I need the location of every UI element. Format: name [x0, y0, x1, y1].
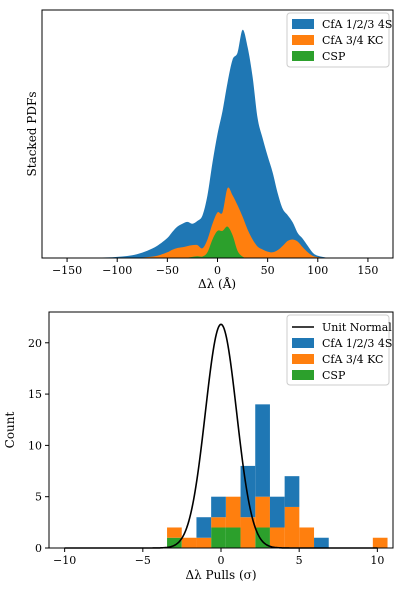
histogram-bar-cfa-3-4-kc — [299, 527, 315, 548]
bottom-legend: Unit Normal CfA 1/2/3 4S CfA 3/4 KC CSP — [286, 314, 392, 386]
top-legend-label-cfa4s: CfA 1/2/3 4S — [322, 18, 392, 31]
bottom-y-tick-label: 10 — [28, 439, 42, 452]
histogram-bar-cfa-3-4-kc — [211, 517, 226, 528]
histogram-bar-cfa-3-4-kc — [372, 537, 388, 548]
bottom-legend-label-cfa-kc: CfA 3/4 KC — [322, 353, 383, 366]
bottom-y-tick-label: 20 — [28, 337, 42, 350]
bottom-y-tick-label: 5 — [35, 491, 42, 504]
bottom-x-tick-label: 10 — [370, 554, 384, 567]
pulls-histogram-panel: −10 −5 0 5 10 0 5 10 15 20 Δλ Pulls (σ) Count Un… — [3, 311, 394, 582]
histogram-bar-cfa-3-4-kc — [196, 537, 212, 548]
bottom-legend-label-cfa4s: CfA 1/2/3 4S — [322, 337, 392, 350]
top-legend-swatch-cfa-kc — [292, 35, 314, 45]
top-x-tick-label: 100 — [307, 264, 328, 277]
histogram-bar-csp — [225, 527, 241, 548]
top-x-tick-label: −150 — [52, 264, 82, 277]
histogram-bar-layer — [167, 404, 388, 548]
top-legend-label-csp: CSP — [322, 50, 346, 63]
histogram-bar-cfa-1-2-3-4s — [211, 496, 226, 518]
bottom-legend-label-unit-normal: Unit Normal — [322, 321, 392, 334]
histogram-bar-cfa-1-2-3-4s — [269, 496, 285, 528]
pdf-area-cfa-1-2-3-4s — [67, 29, 368, 259]
histogram-bar-cfa-3-4-kc — [181, 537, 197, 548]
bottom-x-tick-label: −10 — [53, 554, 76, 567]
bottom-x-tick-label: −5 — [135, 554, 151, 567]
top-legend-swatch-cfa4s — [292, 19, 314, 29]
histogram-bar-cfa-3-4-kc — [167, 527, 182, 538]
bottom-x-tick-label: 5 — [296, 554, 303, 567]
histogram-bar-cfa-3-4-kc — [269, 527, 285, 548]
histogram-bar-cfa-3-4-kc — [240, 517, 256, 548]
top-x-ticks: −150 −100 −50 0 50 100 150 — [52, 258, 378, 277]
bottom-legend-swatch-cfa-kc — [292, 354, 314, 364]
bottom-x-axis-label: Δλ Pulls (σ) — [185, 568, 256, 582]
bottom-y-axis-label: Count — [3, 411, 17, 448]
bottom-legend-swatch-csp — [292, 370, 314, 380]
pdf-area-cfa-3-4-kc — [67, 187, 368, 259]
bottom-y-tick-label: 15 — [28, 388, 42, 401]
top-legend-swatch-csp — [292, 51, 314, 61]
histogram-bar-cfa-3-4-kc — [225, 496, 241, 528]
bottom-y-ticks: 0 5 10 15 20 — [28, 337, 49, 555]
top-x-axis-label: Δλ (Å) — [198, 276, 236, 291]
top-x-tick-label: 0 — [214, 264, 221, 277]
histogram-bar-cfa-3-4-kc — [284, 506, 300, 548]
top-x-tick-label: 50 — [261, 264, 275, 277]
bottom-x-ticks: −10 −5 0 5 10 — [53, 548, 384, 567]
histogram-bar-cfa-1-2-3-4s — [240, 465, 256, 518]
histogram-bar-csp — [167, 537, 182, 548]
histogram-bar-csp — [255, 527, 270, 548]
top-legend: CfA 1/2/3 4S CfA 3/4 KC CSP — [286, 12, 392, 68]
histogram-bar-cfa-3-4-kc — [255, 496, 270, 528]
top-x-tick-label: −50 — [156, 264, 179, 277]
histogram-bar-cfa-1-2-3-4s — [196, 517, 212, 538]
histogram-bar-cfa-1-2-3-4s — [314, 537, 329, 548]
top-x-tick-label: 150 — [357, 264, 378, 277]
pdf-area-layer — [67, 29, 368, 259]
pdf-area-csp — [67, 226, 368, 259]
histogram-bar-cfa-1-2-3-4s — [255, 404, 270, 497]
top-legend-label-cfa-kc: CfA 3/4 KC — [322, 34, 383, 47]
histogram-bar-cfa-1-2-3-4s — [284, 476, 300, 507]
top-y-axis-label: Stacked PDFs — [25, 92, 39, 177]
bottom-legend-box — [286, 314, 390, 386]
bottom-y-tick-label: 0 — [35, 542, 42, 555]
stacked-pdf-panel: −150 −100 −50 0 50 100 150 Δλ (Å) Stacked PDFs… — [25, 9, 394, 291]
top-x-tick-label: −100 — [102, 264, 132, 277]
bottom-legend-label-csp: CSP — [322, 369, 346, 382]
bottom-legend-swatch-cfa4s — [292, 338, 314, 348]
histogram-bar-csp — [211, 527, 226, 548]
bottom-x-tick-label: 0 — [218, 554, 225, 567]
